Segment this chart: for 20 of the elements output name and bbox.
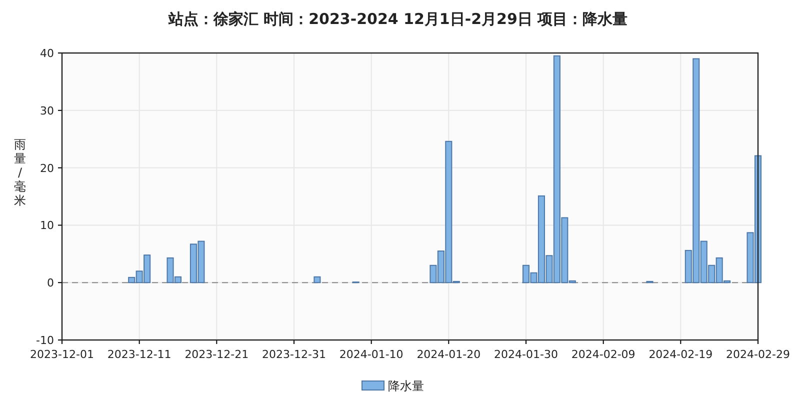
x-tick-label: 2024-02-19	[648, 348, 713, 361]
x-tick-label: 2024-02-09	[571, 348, 636, 361]
x-tick-label: 2023-12-11	[107, 348, 172, 361]
x-tick-label: 2023-12-01	[30, 348, 94, 361]
chart-title: 站点：徐家汇 时间：2023-2024 12月1日-2月29日 项目：降水量	[167, 10, 628, 28]
legend-label: 降水量	[388, 379, 424, 393]
y-tick-label: -10	[36, 334, 54, 347]
y-axis-title: 雨量/毫米	[14, 138, 26, 208]
x-tick-label: 2024-01-20	[416, 348, 481, 361]
x-tick-label: 2024-01-30	[494, 348, 558, 361]
bar	[314, 276, 321, 284]
y-tick-label: 30	[40, 104, 54, 118]
y-tick-label: 40	[40, 47, 54, 60]
y-tick-label: 10	[40, 219, 54, 232]
y-tick-label: 0	[47, 276, 54, 290]
x-tick-label: 2023-12-21	[184, 348, 249, 361]
x-tick-label: 2023-12-31	[262, 348, 326, 361]
x-tick-label: 2024-02-29	[726, 348, 790, 361]
y-tick-label: 20	[40, 162, 54, 175]
x-tick-label: 2024-01-10	[339, 348, 404, 361]
